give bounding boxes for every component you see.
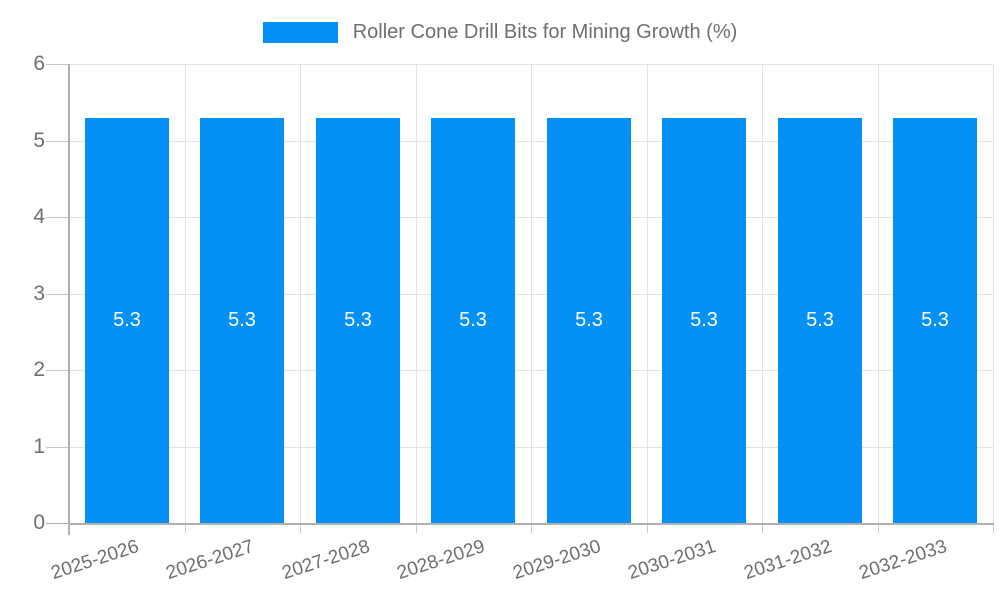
bar-value-label: 5.3 [113,309,141,331]
y-tick [46,447,69,448]
legend[interactable]: Roller Cone Drill Bits for Mining Growth… [0,21,1000,44]
bar-value-label: 5.3 [921,309,949,331]
y-tick [46,294,69,295]
bar-value-label: 5.3 [575,309,603,331]
y-axis-tick-label: 3 [33,282,45,305]
bar[interactable]: 5.3 [200,118,284,523]
x-gridline [300,64,301,523]
bar[interactable]: 5.3 [85,118,169,523]
x-tick [993,523,994,533]
legend-label: Roller Cone Drill Bits for Mining Growth… [352,21,738,43]
y-axis-tick-label: 1 [33,435,45,458]
x-tick [416,523,417,533]
legend-swatch-icon [262,22,338,43]
x-gridline [185,64,186,523]
x-tick [300,523,301,533]
y-tick [46,64,69,65]
bar[interactable]: 5.3 [778,118,862,523]
x-axis-line [68,523,994,525]
bar-value-label: 5.3 [459,309,487,331]
y-tick [46,370,69,371]
bar[interactable]: 5.3 [893,118,977,523]
y-tick [46,141,69,142]
x-tick [762,523,763,533]
x-tick [647,523,648,533]
bar-value-label: 5.3 [806,309,834,331]
bar-value-label: 5.3 [690,309,718,331]
x-tick [185,523,186,533]
bar[interactable]: 5.3 [431,118,515,523]
x-gridline [993,64,994,523]
y-tick [46,523,69,524]
bar[interactable]: 5.3 [316,118,400,523]
bar[interactable]: 5.3 [547,118,631,523]
y-tick [46,217,69,218]
y-axis-tick-label: 2 [33,358,45,381]
x-tick [878,523,879,533]
bar-value-label: 5.3 [228,309,256,331]
y-axis-line [68,64,70,535]
x-gridline [647,64,648,523]
x-gridline [416,64,417,523]
y-axis-tick-label: 4 [33,205,45,228]
x-gridline [531,64,532,523]
bar-value-label: 5.3 [344,309,372,331]
y-axis-tick-label: 5 [33,129,45,152]
x-gridline [762,64,763,523]
y-axis-tick-label: 0 [33,511,45,534]
x-gridline [878,64,879,523]
bar[interactable]: 5.3 [662,118,746,523]
x-tick [531,523,532,533]
y-axis-tick-label: 6 [33,52,45,75]
